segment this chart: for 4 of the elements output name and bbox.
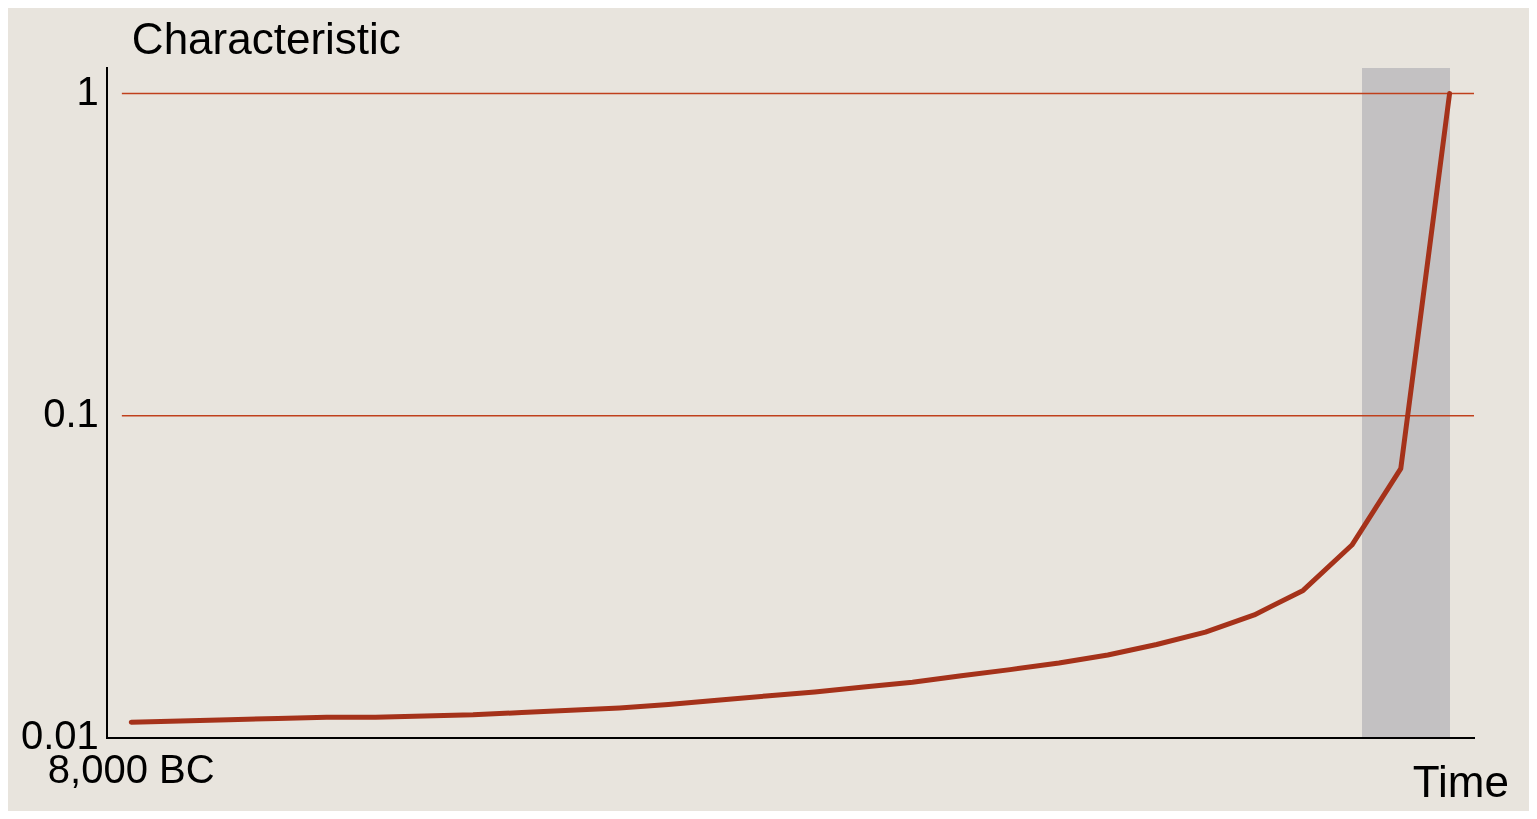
y-axis-title: Characteristic	[131, 14, 401, 64]
y-tick-label: 1	[76, 68, 99, 113]
y-tick-label: 0.1	[43, 390, 99, 435]
x-axis-title: Time	[1412, 757, 1509, 807]
